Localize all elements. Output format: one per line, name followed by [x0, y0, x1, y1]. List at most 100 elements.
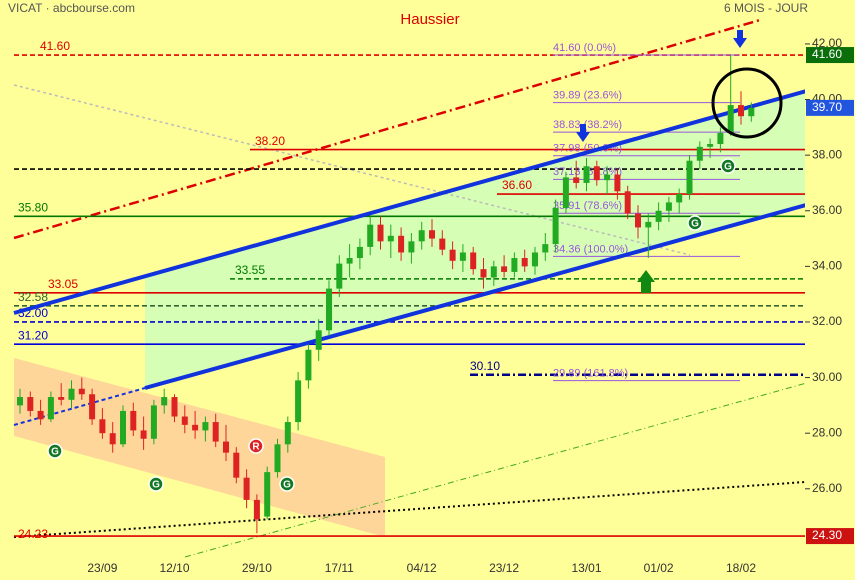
chart-subtitle: 6 MOIS - JOUR: [724, 1, 808, 15]
green-channel: [145, 83, 835, 388]
candle-body: [161, 397, 168, 406]
signal-buy: [687, 215, 703, 231]
level-label: 30.10: [470, 359, 500, 373]
drawings: [13, 18, 836, 558]
x-tick-label: 29/10: [242, 561, 272, 575]
candle-body: [109, 433, 116, 445]
candle-body: [150, 405, 157, 439]
arrow-down: [733, 30, 747, 48]
candle-body: [171, 397, 178, 417]
candle-body: [717, 132, 724, 145]
candle-body: [696, 146, 703, 161]
candle-body: [501, 266, 508, 272]
candle-body: [253, 499, 260, 520]
candle-body: [99, 419, 106, 434]
candle-body: [676, 194, 683, 203]
price-badge: [806, 99, 854, 116]
highlight-circle: [711, 67, 783, 139]
candle-body: [387, 235, 394, 242]
x-tick-label: 23/09: [87, 561, 117, 575]
candle-body: [284, 422, 291, 445]
annotations: [576, 30, 783, 293]
candle-body: [521, 258, 528, 267]
candle-body: [593, 166, 600, 181]
candle-body: [418, 230, 425, 242]
arrow-down: [576, 124, 590, 142]
y-tick-label: 42.00: [812, 36, 842, 50]
axis-background: [805, 0, 855, 580]
level-label: 32.58: [18, 290, 48, 304]
price-badge: [806, 528, 854, 545]
y-tick-label: 28.00: [812, 425, 842, 439]
candle-body: [212, 422, 219, 442]
level-label: 33.05: [48, 277, 78, 291]
trend-label: 24.23: [18, 527, 48, 541]
candle-body: [727, 105, 734, 133]
price-badge-label: 24.30: [812, 528, 842, 542]
x-tick-label: 04/12: [407, 561, 437, 575]
candle-body: [624, 191, 631, 214]
level-label: 35.80: [18, 200, 48, 214]
lower-channel-extension: [13, 387, 146, 426]
y-tick-label: 32.00: [812, 314, 842, 328]
lower-channel: [144, 195, 836, 390]
signal-label: G: [724, 162, 732, 173]
candle-body: [459, 252, 466, 261]
candle-body: [192, 424, 199, 431]
level-label: 38.20: [255, 134, 285, 148]
candle-body: [490, 266, 497, 278]
candle-body: [429, 230, 435, 239]
black-trend: [13, 481, 806, 538]
price-badge-label: 39.70: [812, 100, 842, 114]
signal-sell: [248, 438, 264, 454]
y-tick-label: 34.00: [812, 259, 842, 273]
x-tick-label: 01/02: [644, 561, 674, 575]
candle-body: [58, 397, 65, 400]
orange-channel: [14, 358, 385, 537]
candle-body: [480, 269, 487, 278]
candle-body: [573, 177, 580, 183]
signal-buy: [279, 476, 295, 492]
candle-body: [367, 224, 374, 247]
candle-body: [511, 258, 518, 272]
candle-body: [27, 397, 34, 411]
upper-channel: [13, 81, 836, 315]
price-badge: [806, 47, 854, 64]
signal-label: G: [691, 219, 699, 230]
candle-body: [356, 246, 363, 259]
signal-label: G: [283, 480, 291, 491]
y-tick-label: 26.00: [812, 481, 842, 495]
candle-body: [614, 174, 621, 192]
green-trend: [184, 374, 836, 558]
level-label: 33.55: [235, 263, 265, 277]
x-tick-label: 18/02: [726, 561, 756, 575]
candle-body: [89, 394, 96, 420]
fib-label: 35.91 (78.6%): [553, 200, 622, 212]
y-axis: 23/09 12/10 29/10 17/11 04/12 23/12 13/01 01/02…: [87, 0, 855, 580]
trend-annotation: Haussier: [400, 11, 459, 28]
candle-body: [305, 349, 312, 381]
candle-body: [645, 221, 652, 228]
candle-body: [202, 422, 209, 431]
candle-body: [542, 244, 549, 253]
candle-body: [336, 263, 343, 289]
chart-title: VICAT · abcbourse.com: [8, 1, 135, 15]
x-tick-label: 23/12: [489, 561, 519, 575]
fib-label: 41.60 (0.0%): [553, 42, 616, 54]
level-label: 41.60: [40, 39, 70, 53]
candle-body: [604, 174, 611, 181]
candle-body: [748, 107, 755, 117]
signal-buy: [720, 158, 736, 174]
candle-body: [532, 252, 538, 267]
candle-body: [130, 410, 137, 431]
candle-body: [181, 416, 188, 425]
candle-body: [326, 288, 332, 331]
candles: [17, 55, 755, 534]
x-tick-label: 13/01: [571, 561, 601, 575]
signal-label: G: [51, 447, 59, 458]
levels: 41.6038.2036.6035.8033.5533.0532.5832.00…: [14, 39, 805, 541]
candle-body: [47, 397, 54, 420]
candle-body: [686, 160, 693, 195]
candle-body: [665, 202, 672, 211]
